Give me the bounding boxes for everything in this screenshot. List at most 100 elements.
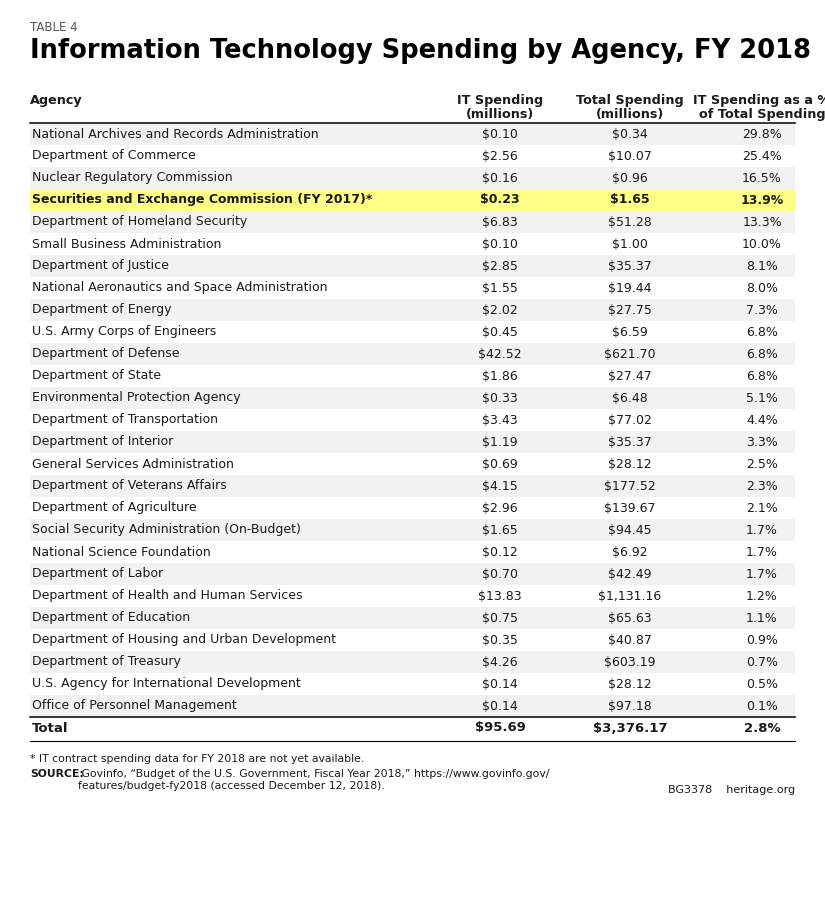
Text: 5.1%: 5.1%: [746, 391, 778, 405]
Text: $35.37: $35.37: [608, 435, 652, 449]
Text: $35.37: $35.37: [608, 259, 652, 272]
Text: General Services Administration: General Services Administration: [32, 457, 233, 471]
Text: $0.14: $0.14: [482, 678, 518, 691]
Text: Total Spending: Total Spending: [576, 94, 684, 107]
Bar: [30, 189, 795, 211]
Text: $177.52: $177.52: [604, 479, 656, 493]
Text: $139.67: $139.67: [604, 501, 656, 515]
Text: $0.33: $0.33: [482, 391, 518, 405]
Text: 2.1%: 2.1%: [746, 501, 778, 515]
Text: Department of Homeland Security: Department of Homeland Security: [32, 215, 248, 228]
Text: $1.55: $1.55: [482, 281, 518, 295]
Text: $603.19: $603.19: [604, 656, 656, 669]
Text: $0.35: $0.35: [482, 634, 518, 647]
Text: U.S. Agency for International Development: U.S. Agency for International Developmen…: [32, 678, 301, 691]
Text: $6.48: $6.48: [612, 391, 648, 405]
Text: $42.52: $42.52: [478, 347, 521, 361]
Text: $0.23: $0.23: [480, 193, 520, 206]
Text: 25.4%: 25.4%: [742, 149, 782, 162]
Text: (millions): (millions): [466, 108, 534, 121]
Text: $2.96: $2.96: [482, 501, 518, 515]
Text: $4.26: $4.26: [482, 656, 518, 669]
Text: 1.7%: 1.7%: [746, 546, 778, 559]
Text: $40.87: $40.87: [608, 634, 652, 647]
Text: IT Spending: IT Spending: [457, 94, 543, 107]
Text: Department of Justice: Department of Justice: [32, 259, 169, 272]
Bar: [30, 519, 795, 541]
Text: Department of Veterans Affairs: Department of Veterans Affairs: [32, 479, 227, 493]
Text: $2.85: $2.85: [482, 259, 518, 272]
Text: $95.69: $95.69: [474, 722, 526, 735]
Text: $1.65: $1.65: [610, 193, 650, 206]
Text: 0.1%: 0.1%: [746, 700, 778, 713]
Bar: [30, 387, 795, 409]
Text: 10.0%: 10.0%: [742, 237, 782, 250]
Text: $4.15: $4.15: [482, 479, 518, 493]
Text: $51.28: $51.28: [608, 215, 652, 228]
Text: U.S. Army Corps of Engineers: U.S. Army Corps of Engineers: [32, 325, 216, 339]
Text: BG3378    heritage.org: BG3378 heritage.org: [668, 785, 795, 795]
Text: 3.3%: 3.3%: [746, 435, 778, 449]
Text: $1,131.16: $1,131.16: [598, 590, 662, 603]
Text: Department of Education: Department of Education: [32, 612, 190, 625]
Text: $0.10: $0.10: [482, 237, 518, 250]
Text: Total: Total: [32, 722, 68, 735]
Bar: [30, 563, 795, 585]
Text: 0.7%: 0.7%: [746, 656, 778, 669]
Text: 7.3%: 7.3%: [746, 303, 778, 317]
Text: 13.9%: 13.9%: [740, 193, 784, 206]
Text: $0.12: $0.12: [482, 546, 518, 559]
Bar: [30, 695, 795, 717]
Bar: [30, 299, 795, 321]
Bar: [30, 255, 795, 277]
Text: Department of Energy: Department of Energy: [32, 303, 172, 317]
Text: of Total Spending: of Total Spending: [699, 108, 825, 121]
Text: $77.02: $77.02: [608, 413, 652, 427]
Text: 8.0%: 8.0%: [746, 281, 778, 295]
Text: 1.7%: 1.7%: [746, 524, 778, 537]
Text: 8.1%: 8.1%: [746, 259, 778, 272]
Text: $6.59: $6.59: [612, 325, 648, 339]
Text: 29.8%: 29.8%: [742, 127, 782, 140]
Bar: [30, 607, 795, 629]
Text: $2.56: $2.56: [482, 149, 518, 162]
Text: $28.12: $28.12: [608, 457, 652, 471]
Text: 6.8%: 6.8%: [746, 347, 778, 361]
Text: Environmental Protection Agency: Environmental Protection Agency: [32, 391, 241, 405]
Text: 2.5%: 2.5%: [746, 457, 778, 471]
Bar: [30, 167, 795, 189]
Text: 2.8%: 2.8%: [743, 722, 780, 735]
Text: $27.47: $27.47: [608, 369, 652, 383]
Text: 13.3%: 13.3%: [742, 215, 782, 228]
Text: Office of Personnel Management: Office of Personnel Management: [32, 700, 237, 713]
Text: $97.18: $97.18: [608, 700, 652, 713]
Text: * IT contract spending data for FY 2018 are not yet available.: * IT contract spending data for FY 2018 …: [30, 754, 365, 764]
Text: 1.2%: 1.2%: [746, 590, 778, 603]
Text: $0.70: $0.70: [482, 568, 518, 581]
Bar: [30, 123, 795, 145]
Text: $0.45: $0.45: [482, 325, 518, 339]
Bar: [30, 651, 795, 673]
Text: Information Technology Spending by Agency, FY 2018: Information Technology Spending by Agenc…: [30, 38, 811, 64]
Text: SOURCE:: SOURCE:: [30, 769, 84, 779]
Text: Securities and Exchange Commission (FY 2017)*: Securities and Exchange Commission (FY 2…: [32, 193, 372, 206]
Text: 6.8%: 6.8%: [746, 369, 778, 383]
Text: $6.92: $6.92: [612, 546, 648, 559]
Text: Department of Interior: Department of Interior: [32, 435, 173, 449]
Text: Department of Housing and Urban Development: Department of Housing and Urban Developm…: [32, 634, 336, 647]
Text: $621.70: $621.70: [604, 347, 656, 361]
Text: Social Security Administration (On-Budget): Social Security Administration (On-Budge…: [32, 524, 301, 537]
Text: 6.8%: 6.8%: [746, 325, 778, 339]
Text: $10.07: $10.07: [608, 149, 652, 162]
Text: 1.7%: 1.7%: [746, 568, 778, 581]
Text: $3.43: $3.43: [482, 413, 518, 427]
Text: (millions): (millions): [596, 108, 664, 121]
Text: TABLE 4: TABLE 4: [30, 21, 78, 34]
Text: $42.49: $42.49: [608, 568, 652, 581]
Text: $27.75: $27.75: [608, 303, 652, 317]
Text: National Aeronautics and Space Administration: National Aeronautics and Space Administr…: [32, 281, 328, 295]
Text: $0.16: $0.16: [482, 171, 518, 184]
Text: Department of Labor: Department of Labor: [32, 568, 163, 581]
Text: $65.63: $65.63: [608, 612, 652, 625]
Bar: [30, 343, 795, 365]
